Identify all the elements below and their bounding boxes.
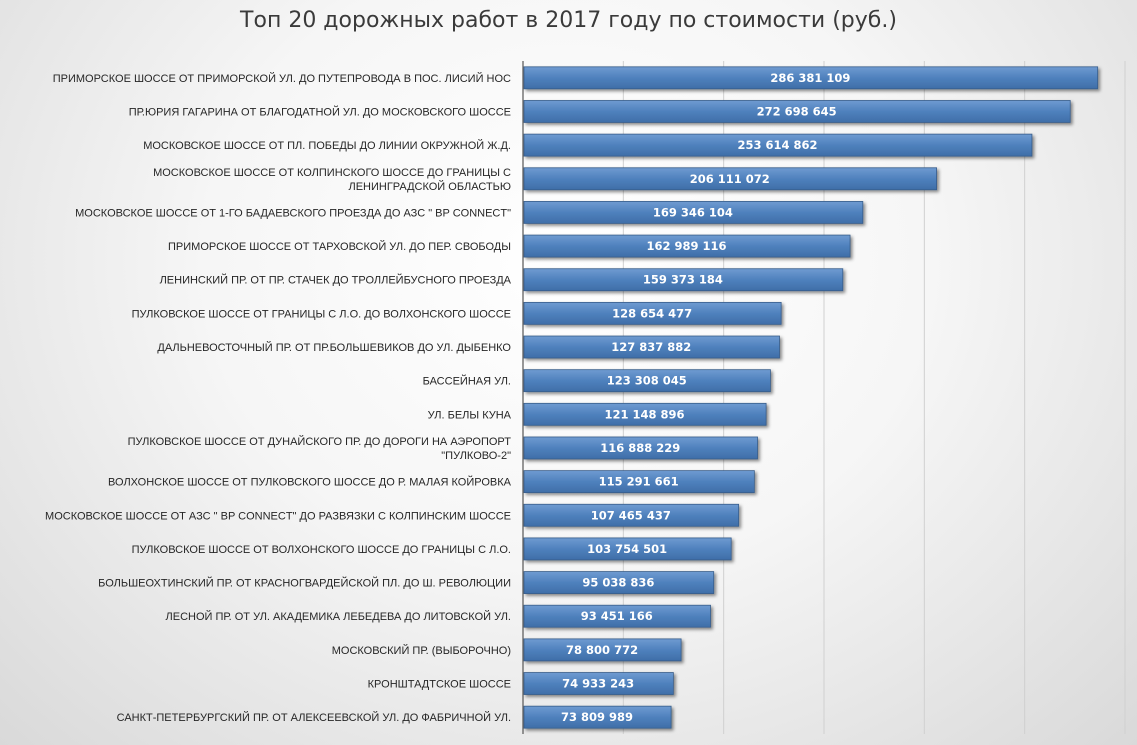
chart-title: Топ 20 дорожных работ в 2017 году по сто…	[240, 8, 897, 33]
category-label: ЛЕНИНСКИЙ ПР. ОТ ПР. СТАЧЕК ДО ТРОЛЛЕЙБУ…	[160, 274, 512, 287]
category-label-line: МОСКОВСКОЕ ШОССЕ ОТ АЗС " BP CONNECT" ДО…	[45, 510, 511, 522]
category-label-line: ПУЛКОВСКОЕ ШОССЕ ОТ ГРАНИЦЫ С Л.О. ДО ВО…	[132, 308, 511, 320]
category-label-line: ЛЕСНОЙ ПР. ОТ УЛ. АКАДЕМИКА ЛЕБЕДЕВА ДО …	[166, 610, 511, 623]
data-label: 127 837 882	[611, 340, 691, 354]
category-label: ПУЛКОВСКОЕ ШОССЕ ОТ ДУНАЙСКОГО ПР. ДО ДО…	[128, 435, 512, 462]
category-label-line: БОЛЬШЕОХТИНСКИЙ ПР. ОТ КРАСНОГВАРДЕЙСКОЙ…	[98, 577, 511, 590]
category-label-line: ВОЛХОНСКОЕ ШОССЕ ОТ ПУЛКОВСКОГО ШОССЕ ДО…	[108, 476, 512, 489]
bar	[523, 470, 755, 494]
bar	[523, 133, 1033, 157]
bar	[523, 672, 674, 695]
category-label: КРОНШТАДТСКОЕ ШОССЕ	[368, 679, 511, 691]
data-label: 162 989 116	[647, 239, 727, 253]
category-label-line: МОСКОВСКИЙ ПР. (ВЫБОРОЧНО)	[332, 644, 511, 657]
category-label-line: МОСКОВСКОЕ ШОССЕ ОТ КОЛПИНСКОГО ШОССЕ ДО…	[153, 167, 511, 179]
data-label: 123 308 045	[607, 374, 687, 388]
category-label-line: ПРИМОРСКОЕ ШОССЕ ОТ ТАРХОВСКОЙ УЛ. ДО ПЕ…	[168, 240, 511, 253]
category-label-line: ДАЛЬНЕВОСТОЧНЫЙ ПР. ОТ ПР.БОЛЬШЕВИКОВ ДО…	[157, 341, 511, 354]
category-label-line: МОСКОВСКОЕ ШОССЕ ОТ 1-ГО БАДАЕВСКОГО ПРО…	[75, 207, 511, 219]
bar	[523, 604, 711, 628]
category-label-line: ЛЕНИНГРАДСКОЙ ОБЛАСТЬЮ	[348, 180, 511, 193]
category-label: ПУЛКОВСКОЕ ШОССЕ ОТ ГРАНИЦЫ С Л.О. ДО ВО…	[132, 308, 511, 320]
bar	[523, 167, 937, 191]
category-label: БАССЕЙНАЯ УЛ.	[423, 375, 511, 388]
bar	[523, 335, 780, 359]
data-label: 128 654 477	[612, 306, 692, 320]
category-label-line: УЛ. БЕЛЫ КУНА	[428, 409, 512, 421]
category-label: ПРИМОРСКОЕ ШОССЕ ОТ ТАРХОВСКОЙ УЛ. ДО ПЕ…	[168, 240, 511, 253]
data-label: 272 698 645	[757, 104, 837, 118]
data-label: 78 800 772	[566, 643, 638, 657]
data-label: 115 291 661	[599, 475, 679, 489]
category-label: МОСКОВСКОЕ ШОССЕ ОТ КОЛПИНСКОГО ШОССЕ ДО…	[153, 167, 511, 193]
category-label: МОСКОВСКОЕ ШОССЕ ОТ АЗС " BP CONNECT" ДО…	[45, 510, 511, 522]
category-label: МОСКОВСКОЕ ШОССЕ ОТ ПЛ. ПОБЕДЫ ДО ЛИНИИ …	[143, 139, 511, 152]
bar	[523, 369, 771, 393]
bar	[523, 402, 767, 426]
category-label-line: КРОНШТАДТСКОЕ ШОССЕ	[368, 679, 511, 691]
category-label-line: САНКТ-ПЕТЕРБУРГСКИЙ ПР. ОТ АЛЕКСЕЕВСКОЙ …	[117, 711, 511, 724]
category-label-line: ПУЛКОВСКОЕ ШОССЕ ОТ ДУНАЙСКОГО ПР. ДО ДО…	[128, 435, 512, 448]
category-label: МОСКОВСКИЙ ПР. (ВЫБОРОЧНО)	[332, 644, 511, 657]
data-label: 206 111 072	[690, 172, 770, 186]
bar	[523, 201, 864, 224]
bar	[523, 503, 740, 527]
data-label: 93 451 166	[581, 609, 653, 623]
bar	[523, 705, 672, 729]
category-label-line: ПРИМОРСКОЕ ШОССЕ ОТ ПРИМОРСКОЙ УЛ. ДО ПУ…	[53, 72, 511, 85]
category-label-line: ПР.ЮРИЯ ГАГАРИНА ОТ БЛАГОДАТНОЙ УЛ. ДО М…	[129, 105, 511, 118]
bar	[523, 301, 782, 325]
category-label-line: БАССЕЙНАЯ УЛ.	[423, 375, 511, 388]
data-label: 116 888 229	[600, 441, 680, 455]
category-label-line: ПУЛКОВСКОЕ ШОССЕ ОТ ВОЛХОНСКОГО ШОССЕ ДО…	[132, 544, 511, 556]
category-label-line: МОСКОВСКОЕ ШОССЕ ОТ ПЛ. ПОБЕДЫ ДО ЛИНИИ …	[143, 139, 511, 152]
category-label: ПРИМОРСКОЕ ШОССЕ ОТ ПРИМОРСКОЙ УЛ. ДО ПУ…	[53, 72, 511, 85]
bar	[523, 100, 1071, 123]
data-label: 121 148 896	[605, 407, 685, 421]
category-label: ПР.ЮРИЯ ГАГАРИНА ОТ БЛАГОДАТНОЙ УЛ. ДО М…	[129, 105, 511, 118]
bar	[523, 234, 851, 258]
data-label: 103 754 501	[587, 542, 667, 556]
bar	[523, 571, 715, 594]
category-label: ПУЛКОВСКОЕ ШОССЕ ОТ ВОЛХОНСКОГО ШОССЕ ДО…	[132, 544, 511, 556]
bar	[523, 638, 682, 662]
category-label: САНКТ-ПЕТЕРБУРГСКИЙ ПР. ОТ АЛЕКСЕЕВСКОЙ …	[117, 711, 511, 724]
category-label-line: "ПУЛКОВО-2"	[441, 450, 511, 462]
category-label-line: ЛЕНИНСКИЙ ПР. ОТ ПР. СТАЧЕК ДО ТРОЛЛЕЙБУ…	[160, 274, 512, 287]
bar	[523, 66, 1099, 90]
data-label: 95 038 836	[582, 576, 654, 590]
bar	[523, 537, 732, 561]
bar	[523, 268, 844, 292]
data-label: 159 373 184	[643, 273, 723, 287]
data-label: 253 614 862	[737, 138, 817, 152]
category-label: ВОЛХОНСКОЕ ШОССЕ ОТ ПУЛКОВСКОГО ШОССЕ ДО…	[108, 476, 512, 489]
data-label: 107 465 437	[591, 508, 671, 522]
data-label: 73 809 989	[561, 710, 633, 724]
data-label: 74 933 243	[562, 677, 634, 691]
category-label: МОСКОВСКОЕ ШОССЕ ОТ 1-ГО БАДАЕВСКОГО ПРО…	[75, 207, 511, 219]
bar	[523, 436, 758, 460]
category-label: ДАЛЬНЕВОСТОЧНЫЙ ПР. ОТ ПР.БОЛЬШЕВИКОВ ДО…	[157, 341, 511, 354]
category-label: ЛЕСНОЙ ПР. ОТ УЛ. АКАДЕМИКА ЛЕБЕДЕВА ДО …	[166, 610, 511, 623]
data-label: 169 346 104	[653, 205, 733, 219]
category-label: БОЛЬШЕОХТИНСКИЙ ПР. ОТ КРАСНОГВАРДЕЙСКОЙ…	[98, 577, 511, 590]
category-label: УЛ. БЕЛЫ КУНА	[428, 409, 512, 421]
data-label: 286 381 109	[770, 71, 850, 85]
